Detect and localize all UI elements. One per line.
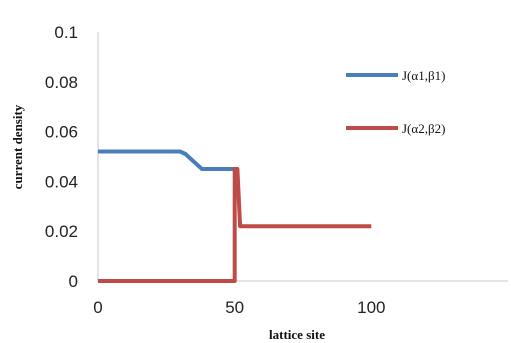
series-line-1 [98, 149, 235, 171]
x-tick-labels: 0 50 100 [93, 298, 385, 317]
y-tick-label: 0.06 [45, 123, 78, 142]
legend-label-1: J(α1,β1) [402, 68, 445, 83]
x-tick-label: 50 [225, 298, 244, 317]
y-tick-label: 0 [69, 272, 78, 291]
series-lines [98, 149, 372, 283]
y-axis-title: current density [10, 104, 25, 189]
x-tick-label: 0 [93, 298, 102, 317]
series-line-2 [98, 167, 372, 283]
x-axis-title: lattice site [269, 327, 325, 342]
y-tick-label: 0.1 [54, 23, 78, 42]
y-tick-label: 0.08 [45, 73, 78, 92]
y-tick-label: 0.04 [45, 172, 78, 191]
y-tick-label: 0.02 [45, 222, 78, 241]
y-tick-labels: 0 0.02 0.04 0.06 0.08 0.1 [45, 23, 78, 291]
legend-label-2: J(α2,β2) [402, 121, 445, 136]
x-tick-label: 100 [357, 298, 385, 317]
legend: J(α1,β1) J(α2,β2) [346, 68, 445, 136]
